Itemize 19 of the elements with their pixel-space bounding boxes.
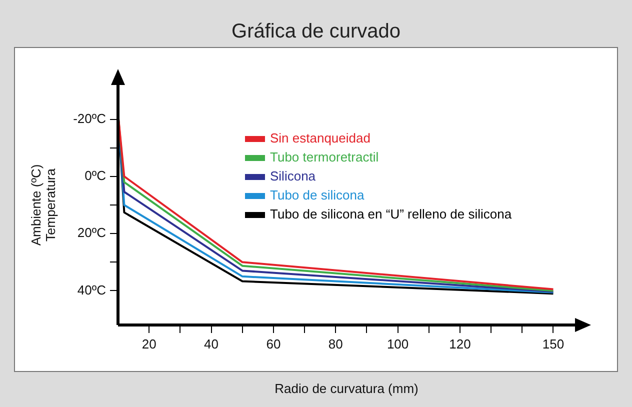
- y-tick-label: 40ºC: [77, 282, 106, 298]
- y-tick-label: 20ºC: [77, 225, 106, 240]
- chart-title: Gráfica de curvado: [232, 20, 400, 43]
- x-tick-label: 120: [449, 336, 471, 352]
- legend-label: Sin estanqueidad: [270, 130, 370, 146]
- legend-label: Tubo termoretractil: [270, 150, 379, 165]
- x-tick-label: 150: [542, 336, 564, 352]
- y-tick-label: 0ºC: [84, 168, 106, 184]
- legend-label: Silicona: [270, 168, 316, 184]
- legend-label: Tubo de silicona en “U” relleno de silicona: [270, 206, 512, 222]
- x-tick-label: 80: [328, 336, 343, 352]
- x-axis-title: Radio de curvatura (mm): [274, 380, 418, 396]
- x-tick-label: 20: [142, 336, 156, 352]
- x-tick-label: 100: [386, 336, 409, 352]
- legend-label: Tubo de silicona: [270, 188, 365, 203]
- y-tick-label: -20ºC: [73, 110, 106, 126]
- x-tick-label: 60: [266, 336, 281, 352]
- y-axis-title: Ambiente (ºC) Temperatura: [28, 164, 58, 246]
- x-tick-label: 40: [204, 336, 218, 352]
